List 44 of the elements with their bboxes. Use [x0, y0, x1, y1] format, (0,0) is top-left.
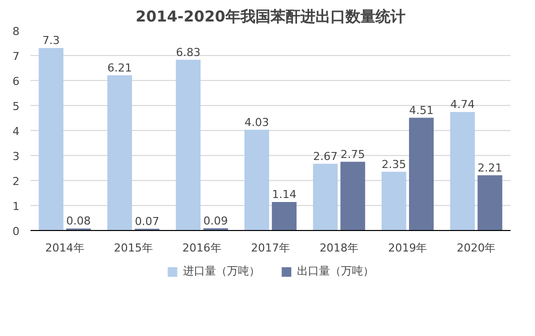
bar: [382, 172, 406, 230]
bar: [340, 162, 366, 230]
data-label: 7.3: [42, 34, 60, 47]
x-tick-label: 2018年: [320, 242, 359, 254]
data-label: 1.14: [272, 188, 296, 201]
y-tick-label: 2: [12, 175, 20, 188]
y-tick-label: 3: [12, 150, 20, 163]
data-label: 4.51: [409, 104, 434, 117]
bar: [38, 48, 64, 230]
y-tick-label: 5: [12, 100, 20, 113]
bar: [450, 112, 475, 230]
legend-label: 进口量（万吨）: [183, 264, 260, 278]
chart-title: 2014-2020年我国苯酐进出口数量统计: [136, 8, 406, 26]
data-label: 4.03: [244, 116, 270, 129]
data-label: 2.67: [313, 150, 338, 163]
y-tick-label: 0: [12, 225, 20, 238]
bar: [272, 202, 297, 230]
data-label: 4.74: [450, 98, 475, 111]
bar: [313, 164, 338, 230]
bar: [409, 118, 434, 230]
data-label: 2.35: [382, 158, 406, 171]
data-label: 6.21: [107, 61, 132, 74]
y-tick-label: 4: [12, 125, 20, 138]
x-tick-label: 2020年: [456, 242, 496, 254]
data-label: 0.09: [203, 214, 228, 228]
x-tick-label: 2016年: [182, 242, 222, 254]
bar: [244, 130, 270, 230]
y-tick-label: 1: [12, 200, 20, 213]
y-tick-label: 8: [12, 25, 20, 38]
y-tick-label: 7: [12, 50, 20, 63]
data-label: 2.21: [478, 161, 502, 174]
y-tick-label: 6: [12, 75, 20, 88]
x-tick-label: 2019年: [388, 242, 428, 254]
bar: [478, 175, 502, 230]
data-label: 2.75: [340, 148, 366, 161]
x-tick-label: 2014年: [45, 242, 84, 254]
bar: [107, 75, 132, 230]
data-label: 0.08: [66, 214, 91, 228]
x-tick-label: 2017年: [251, 242, 290, 254]
x-tick-label: 2015年: [114, 242, 153, 254]
bar: [176, 60, 201, 230]
data-label: 0.07: [134, 214, 160, 228]
legend-label: 出口量（万吨）: [297, 264, 374, 278]
data-label: 6.83: [176, 46, 200, 59]
